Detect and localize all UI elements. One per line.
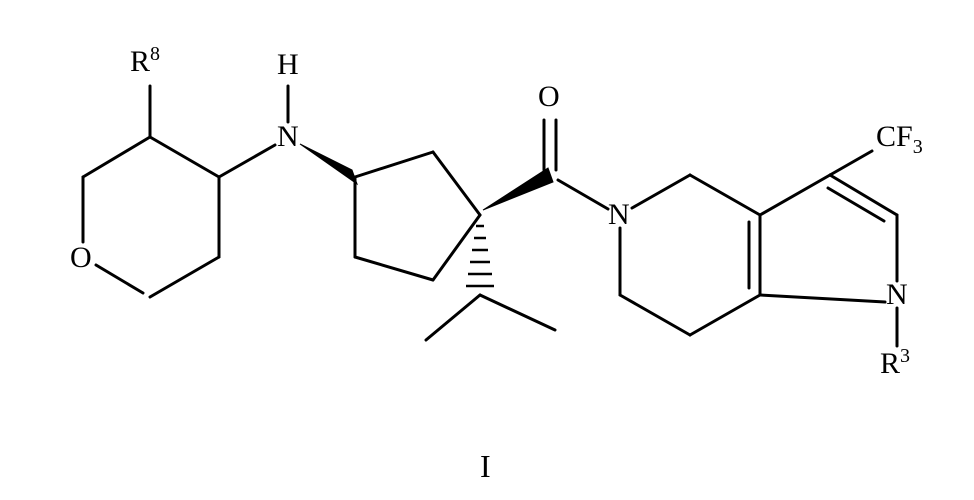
- formula-number: I: [480, 450, 491, 482]
- r3-label: R3: [880, 346, 910, 379]
- h-label: H: [277, 50, 299, 80]
- carbonyl-oxygen: O: [538, 82, 560, 112]
- nh-nitrogen: N: [277, 122, 299, 152]
- pyridine-nitrogen: N: [886, 280, 908, 310]
- r8-label: R8: [130, 44, 160, 77]
- oxane-oxygen: O: [70, 243, 92, 273]
- amide-nitrogen: N: [608, 200, 630, 230]
- cf3-label: CF3: [876, 122, 923, 157]
- chemistry-structure: R8 H N O N O CF3 N R3 I: [0, 0, 974, 500]
